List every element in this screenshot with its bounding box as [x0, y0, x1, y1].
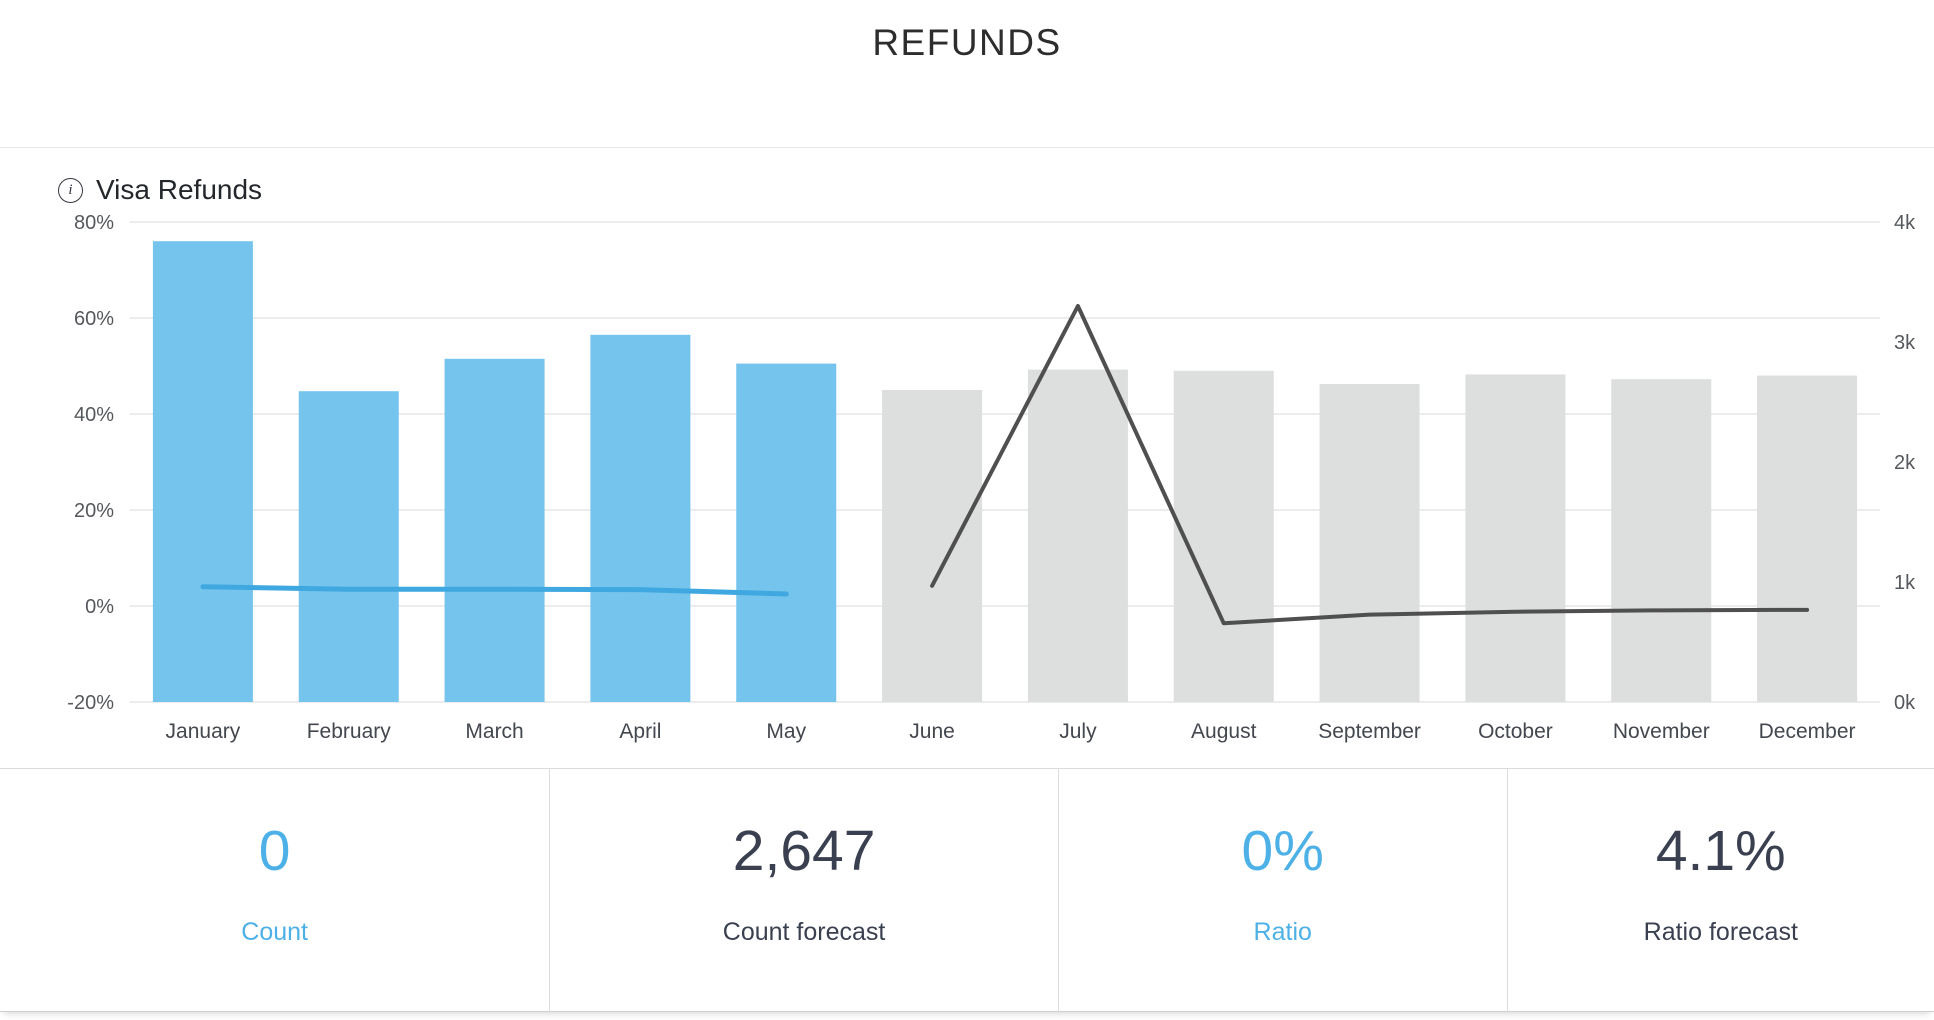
svg-text:2k: 2k [1894, 452, 1916, 474]
svg-text:April: April [619, 720, 661, 743]
stat-ratio-value: 0% [1241, 819, 1324, 883]
svg-text:-20%: -20% [67, 692, 114, 714]
svg-text:June: June [909, 720, 955, 743]
page-header: REFUNDS [0, 0, 1934, 147]
svg-text:0%: 0% [85, 596, 114, 618]
stat-count-forecast[interactable]: 2,647 Count forecast [549, 769, 1058, 1012]
svg-text:November: November [1613, 720, 1710, 743]
svg-text:20%: 20% [74, 500, 114, 522]
stat-ratio-label[interactable]: Ratio [1253, 918, 1312, 946]
svg-text:January: January [166, 720, 241, 743]
refunds-card: i Visa Refunds 80% 60% 40% 20% 0% -20% 4k 3k 2k 1… [0, 147, 1934, 1012]
svg-text:0k: 0k [1894, 692, 1916, 714]
svg-text:60%: 60% [74, 308, 114, 330]
svg-text:3k: 3k [1894, 332, 1916, 354]
page-title: REFUNDS [872, 22, 1062, 63]
svg-text:February: February [307, 720, 392, 743]
stat-ratio-forecast-value: 4.1% [1655, 819, 1786, 883]
refunds-chart-svg: 80% 60% 40% 20% 0% -20% 4k 3k 2k 1k 0k January Febru… [67, 212, 1916, 743]
stat-count[interactable]: 0 Count [0, 769, 549, 1012]
svg-text:1k: 1k [1894, 572, 1916, 594]
stat-ratio-forecast-label[interactable]: Ratio forecast [1643, 918, 1798, 946]
svg-text:December: December [1759, 720, 1856, 743]
card-header: i Visa Refunds [0, 148, 1934, 208]
info-icon[interactable]: i [58, 177, 83, 203]
stat-ratio[interactable]: 0% Ratio [1057, 769, 1507, 1012]
stats-row: 0 Count 2,647 Count forecast 0% Ratio 4.… [0, 768, 1934, 1012]
refunds-chart: 80% 60% 40% 20% 0% -20% 4k 3k 2k 1k 0k January Febru… [0, 208, 1934, 768]
svg-text:September: September [1318, 720, 1421, 743]
svg-text:80%: 80% [74, 212, 114, 234]
stat-count-forecast-label[interactable]: Count forecast [722, 918, 886, 946]
svg-text:4k: 4k [1894, 212, 1916, 234]
svg-text:October: October [1478, 720, 1553, 743]
stat-count-forecast-value: 2,647 [732, 819, 876, 883]
svg-text:August: August [1191, 720, 1257, 743]
svg-text:40%: 40% [74, 404, 114, 426]
stat-count-value: 0 [258, 819, 291, 883]
svg-text:March: March [465, 720, 523, 743]
svg-text:May: May [766, 720, 806, 743]
card-title: Visa Refunds [96, 174, 263, 205]
svg-text:July: July [1059, 720, 1097, 743]
stat-ratio-forecast[interactable]: 4.1% Ratio forecast [1506, 769, 1934, 1012]
stat-count-label[interactable]: Count [241, 918, 308, 946]
